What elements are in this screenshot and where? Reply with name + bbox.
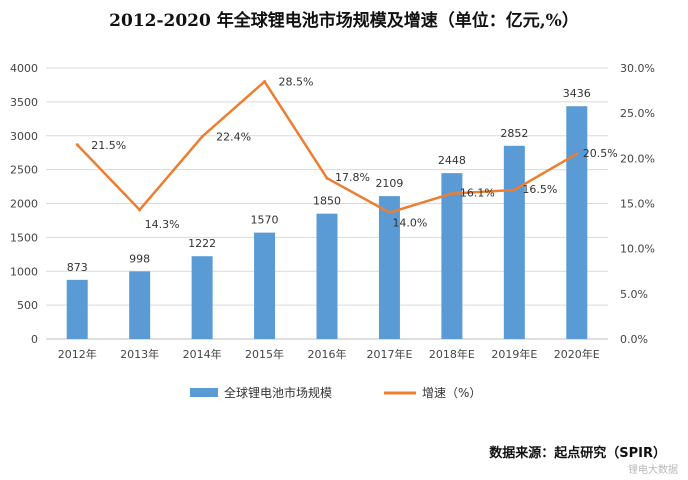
growth-value-label: 17.8% xyxy=(335,171,370,184)
bar xyxy=(441,173,463,339)
growth-point xyxy=(325,176,329,180)
bar xyxy=(191,256,213,339)
y-left-tick-label: 500 xyxy=(17,299,38,312)
x-tick-label: 2014年 xyxy=(183,347,222,361)
y-left-tick-label: 4000 xyxy=(10,62,38,75)
bar-value-label: 998 xyxy=(129,252,150,265)
y-left-tick-label: 3500 xyxy=(10,96,38,109)
bar xyxy=(316,213,338,339)
bar xyxy=(254,232,276,339)
watermark: 锂电大数据 xyxy=(628,465,678,476)
growth-point xyxy=(138,208,142,212)
bar-value-label: 2852 xyxy=(500,127,528,140)
y-left-tick-label: 2500 xyxy=(10,164,38,177)
growth-value-label: 14.0% xyxy=(392,217,427,230)
growth-value-label: 21.5% xyxy=(91,139,126,152)
bar xyxy=(66,279,88,339)
bar xyxy=(129,271,151,339)
bar xyxy=(503,145,525,339)
x-tick-label: 2020年E xyxy=(554,347,600,361)
x-tick-label: 2013年 xyxy=(120,347,159,361)
bar-value-label: 873 xyxy=(67,261,88,274)
legend-label-bar: 全球锂电池市场规模 xyxy=(224,385,332,400)
y-right-tick-label: 5.0% xyxy=(620,288,648,301)
growth-point xyxy=(575,152,579,156)
bar xyxy=(378,196,400,339)
growth-point xyxy=(200,135,204,139)
bar-value-label: 2448 xyxy=(438,154,466,167)
x-tick-label: 2017年E xyxy=(366,347,412,361)
y-left-tick-label: 0 xyxy=(31,333,38,346)
y-right-tick-label: 10.0% xyxy=(620,243,655,256)
y-left-tick-label: 2000 xyxy=(10,198,38,211)
growth-value-label: 22.4% xyxy=(216,131,251,144)
x-tick-label: 2018年E xyxy=(429,347,475,361)
source-note: 数据来源：起点研究（SPIR） xyxy=(489,446,666,461)
legend-label-line: 增速（%） xyxy=(422,386,481,400)
growth-point xyxy=(512,188,516,192)
growth-point xyxy=(263,80,267,84)
growth-line xyxy=(76,80,578,214)
bar-value-label: 1570 xyxy=(251,214,279,227)
y-left-tick-label: 3000 xyxy=(10,130,38,143)
growth-value-label: 14.3% xyxy=(145,218,180,231)
x-tick-label: 2015年 xyxy=(245,347,284,361)
x-tick-label: 2016年 xyxy=(308,347,347,361)
growth-value-label: 16.5% xyxy=(522,183,557,196)
growth-value-label: 28.5% xyxy=(279,76,314,89)
growth-value-label: 20.5% xyxy=(583,147,618,160)
bar-value-label: 1850 xyxy=(313,195,341,208)
x-tick-label: 2012年 xyxy=(58,347,97,361)
chart-title: 2012-2020 年全球锂电池市场规模及增速（单位：亿元,%） xyxy=(109,11,579,31)
y-right-tick-label: 30.0% xyxy=(620,62,655,75)
y-right-tick-label: 25.0% xyxy=(620,107,655,120)
growth-point xyxy=(75,143,79,147)
bar-value-label: 3436 xyxy=(563,87,591,100)
growth-value-label: 16.1% xyxy=(460,187,495,200)
y-left-tick-label: 1000 xyxy=(10,265,38,278)
bar xyxy=(566,106,588,339)
bar-value-label: 1222 xyxy=(188,237,216,250)
bar-value-label: 2109 xyxy=(375,177,403,190)
growth-point xyxy=(387,211,391,215)
growth-point xyxy=(450,192,454,196)
legend-swatch-bar xyxy=(190,388,218,397)
y-right-tick-label: 0.0% xyxy=(620,333,648,346)
y-right-tick-label: 15.0% xyxy=(620,198,655,211)
y-right-tick-label: 20.0% xyxy=(620,152,655,165)
y-left-tick-label: 1500 xyxy=(10,231,38,244)
x-tick-label: 2019年E xyxy=(491,347,537,361)
